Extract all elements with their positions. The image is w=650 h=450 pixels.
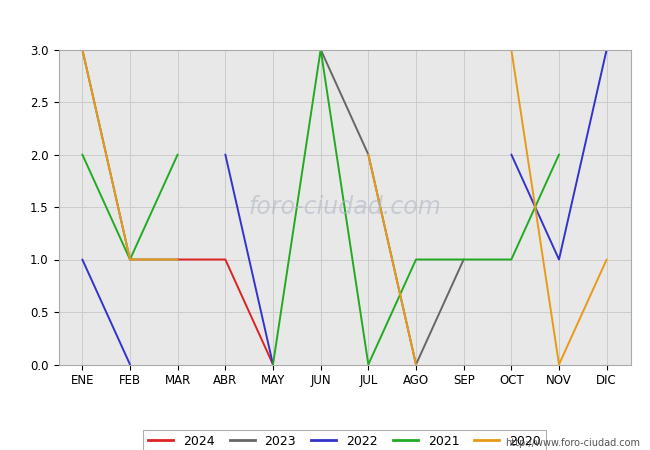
Text: foro-ciudad.com: foro-ciudad.com	[248, 195, 441, 219]
Legend: 2024, 2023, 2022, 2021, 2020: 2024, 2023, 2022, 2021, 2020	[143, 430, 546, 450]
Text: http://www.foro-ciudad.com: http://www.foro-ciudad.com	[505, 438, 640, 448]
Text: Matriculaciones de Vehiculos en Remolinos: Matriculaciones de Vehiculos en Remolino…	[131, 11, 519, 29]
